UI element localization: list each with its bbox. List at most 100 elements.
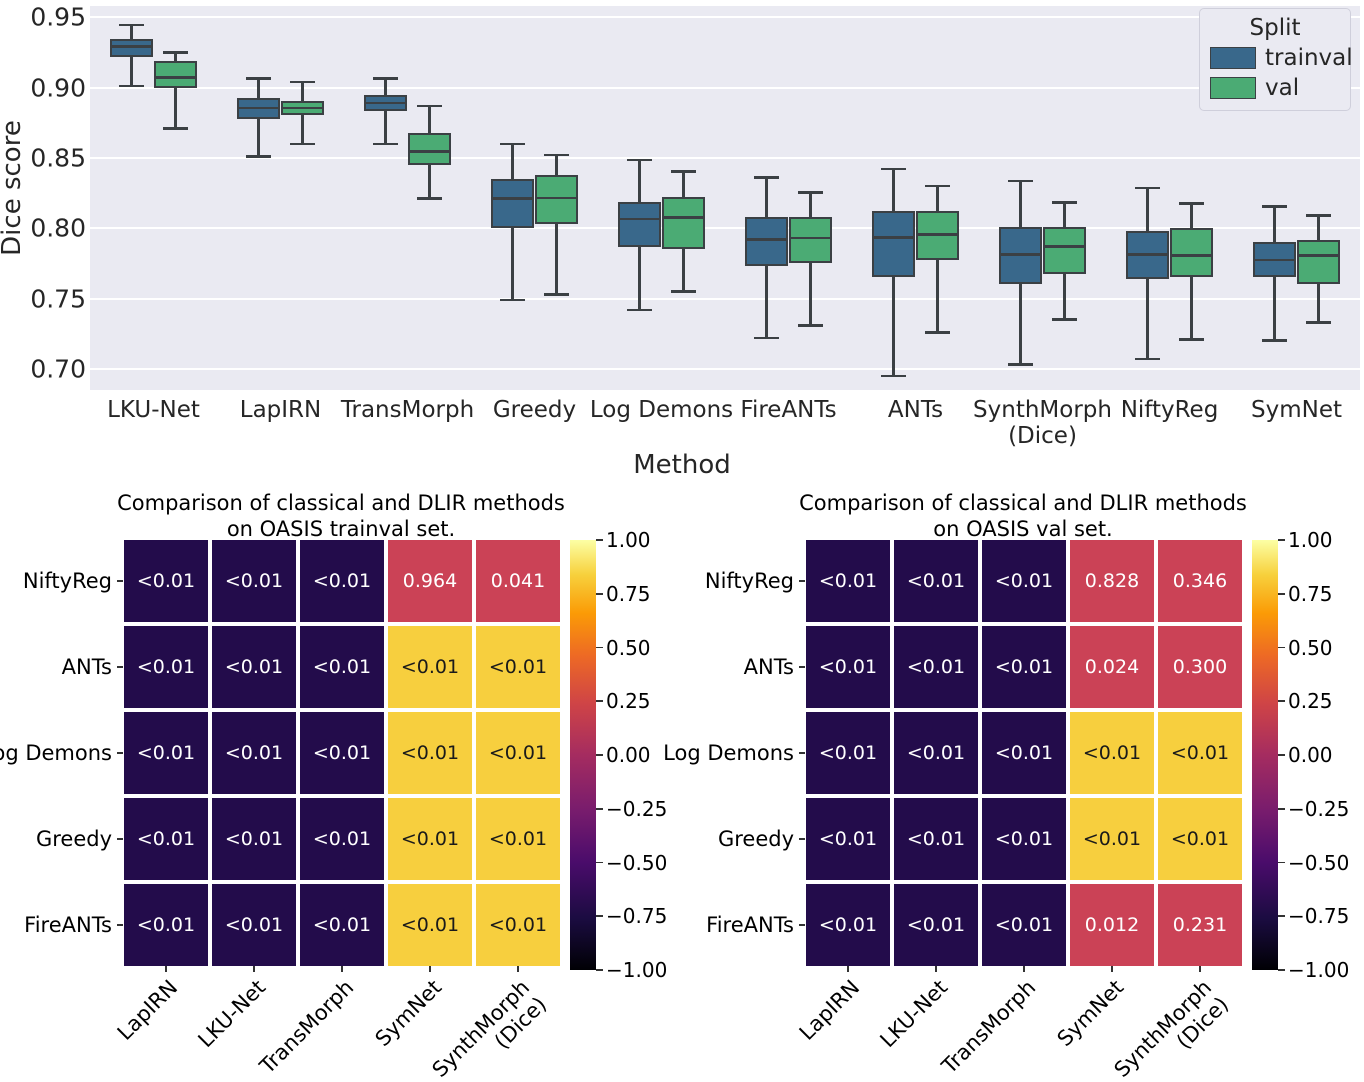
cap-upper	[163, 51, 188, 54]
y-tick-label: 0.90	[30, 73, 86, 103]
heatmap-row-label: Log Demons	[663, 741, 794, 765]
heatmap-colorbar: 1.00 0.75 0.50 0.25 0.00 −0.25 −0.50 −0.75 −1.00	[570, 528, 667, 982]
box-val	[280, 6, 325, 390]
colorbar-tick	[1278, 861, 1285, 864]
whisker-lower	[257, 119, 260, 157]
colorbar-tick	[596, 539, 603, 541]
whisker-lower	[682, 248, 685, 292]
whisker-upper	[301, 81, 304, 101]
heatmap-cell: <0.01	[476, 712, 560, 794]
colorbar-tick	[596, 754, 603, 756]
median-line	[915, 233, 960, 236]
y-tick-label: 0.85	[30, 143, 86, 173]
heatmap-col-label: LapIRN	[112, 975, 183, 1045]
cap-lower	[925, 331, 950, 334]
heatmap-trainval: Comparison of classical and DLIR methods…	[0, 490, 682, 1082]
whisker-upper	[765, 177, 768, 217]
colorbar-gradient	[570, 540, 596, 970]
whisker-upper	[682, 171, 685, 197]
box-val	[534, 6, 579, 390]
box-trainval	[744, 6, 789, 390]
heatmap-cell: <0.01	[982, 540, 1066, 622]
gridline	[90, 86, 1360, 89]
median-line	[617, 217, 662, 221]
whisker-lower	[1273, 277, 1276, 341]
box-trainval	[490, 6, 535, 390]
heatmap-cell: <0.01	[388, 626, 472, 708]
heatmap-cell: <0.01	[894, 798, 978, 880]
cap-lower	[246, 155, 271, 158]
x-tick-label: LapIRN	[239, 397, 322, 423]
cap-upper	[925, 184, 950, 188]
colorbar-tick-label: 1.00	[1288, 528, 1333, 552]
cap-upper	[881, 167, 906, 171]
heatmap-row-label: FireANTs	[24, 913, 112, 937]
median-line	[1296, 254, 1341, 257]
median-line	[280, 106, 325, 110]
colorbar-tick	[1278, 646, 1285, 649]
median-line	[363, 101, 408, 105]
box-val	[153, 6, 198, 390]
x-tick-label: Log Demons	[589, 397, 734, 423]
cap-lower	[1135, 357, 1160, 361]
gridline	[90, 367, 1360, 370]
heatmap-row-tick	[117, 752, 123, 754]
x-tick-label: SymNet	[1251, 397, 1342, 423]
whisker-upper	[1146, 188, 1149, 232]
heatmap-cell: <0.01	[300, 626, 384, 708]
heatmap-cell: 0.964	[388, 540, 472, 622]
heatmap-row-label: NiftyReg	[704, 569, 794, 593]
legend-label-trainval: trainval	[1265, 45, 1353, 71]
heatmap-cell: <0.01	[982, 626, 1066, 708]
median-line	[490, 197, 535, 200]
median-line	[661, 216, 706, 219]
heatmap-cell: <0.01	[124, 884, 208, 966]
boxplot-panel: Dice score 0.95 0.90 0.85 0.80 0.75 0.70 LKU-…	[0, 0, 1364, 490]
colorbar-tick-label: −0.25	[606, 796, 668, 821]
colorbar-tick-label: 0.50	[1288, 635, 1333, 660]
box-iqr	[661, 196, 706, 249]
box-trainval	[617, 6, 662, 390]
colorbar-tick	[1278, 539, 1285, 541]
median-line	[998, 252, 1043, 256]
heatmap-cell: <0.01	[806, 626, 890, 708]
whisker-lower	[892, 277, 895, 376]
box-iqr	[109, 39, 154, 58]
colorbar-tick-label: 1.00	[606, 528, 651, 552]
heatmap-cell: <0.01	[212, 626, 296, 708]
heatmap-cell: <0.01	[1070, 798, 1154, 880]
whisker-upper	[130, 24, 133, 40]
colorbar-tick-label: 0.75	[606, 581, 651, 606]
whisker-upper	[1317, 215, 1320, 241]
colorbar-tick	[596, 969, 603, 971]
heatmap-cell: <0.01	[388, 712, 472, 794]
colorbar-tick-label: 0.50	[606, 635, 651, 660]
whisker-upper	[555, 155, 558, 176]
heatmap-col-tick	[1199, 966, 1201, 972]
y-tick-label: 0.75	[30, 284, 86, 314]
median-line	[534, 196, 579, 200]
cap-upper	[798, 191, 823, 194]
median-line	[153, 76, 198, 80]
box-iqr	[744, 216, 789, 267]
box-iqr	[617, 201, 662, 247]
heatmap-cell: <0.01	[124, 626, 208, 708]
heatmap-cell: <0.01	[894, 712, 978, 794]
cap-upper	[754, 176, 779, 179]
whisker-lower	[174, 88, 177, 129]
heatmap-cell: <0.01	[300, 712, 384, 794]
heatmap-row-tick	[799, 666, 805, 668]
whisker-upper	[1063, 202, 1066, 227]
heatmap-col-tick	[253, 966, 255, 972]
median-line	[236, 106, 281, 110]
whisker-lower	[1019, 283, 1022, 365]
cap-lower	[163, 127, 188, 130]
cap-lower	[627, 308, 652, 312]
whisker-upper	[638, 160, 641, 202]
heatmap-row-label: Greedy	[717, 827, 794, 851]
heatmap-cell: 0.231	[1158, 884, 1242, 966]
box-trainval	[1125, 6, 1170, 390]
cap-lower	[671, 290, 696, 293]
colorbar-tick-label: 0.25	[606, 689, 651, 714]
cap-lower	[119, 84, 144, 88]
